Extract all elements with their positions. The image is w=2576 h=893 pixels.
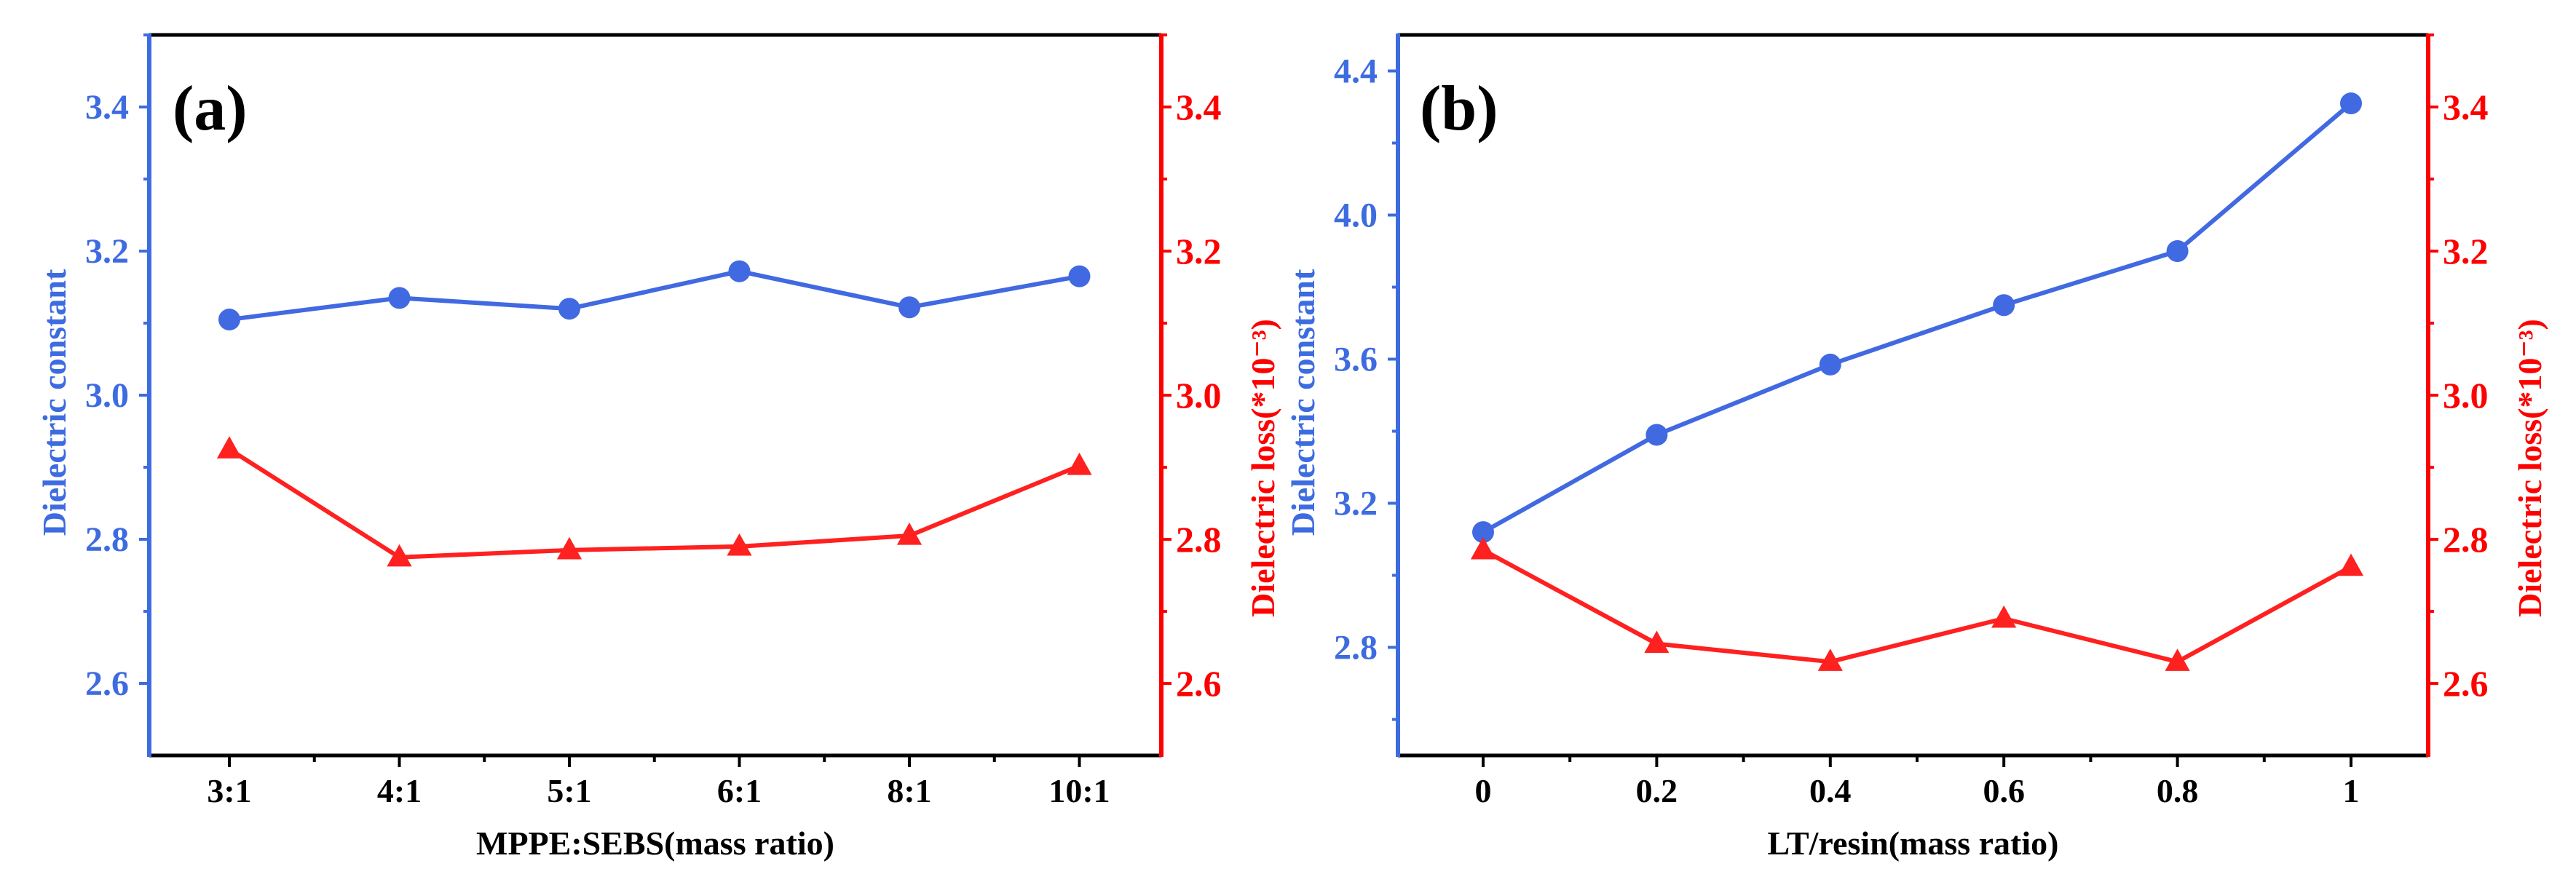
data-point-dielectric-constant: [2340, 92, 2362, 115]
data-point-dielectric-constant: [558, 298, 580, 320]
x-tick-label: 10:1: [1048, 772, 1110, 809]
left-y-tick-label: 4.4: [1334, 52, 1378, 91]
data-point-dielectric-loss: [727, 533, 752, 556]
right-y-axis-title: Dielectric loss(*10⁻³): [2511, 319, 2548, 617]
right-y-tick-label: 3.2: [1176, 231, 1222, 271]
left-y-tick-label: 3.0: [85, 376, 129, 415]
left-y-axis-title: Dielectric constant: [1284, 269, 1321, 536]
series-line-dielectric-constant: [229, 269, 1080, 322]
series-line-dielectric-constant: [1482, 101, 2352, 534]
right-y-tick-label: 2.8: [1176, 519, 1222, 560]
right-y-tick-label: 3.4: [2443, 87, 2489, 127]
left-y-tick-label: 2.8: [85, 520, 129, 559]
x-tick-label: 0.6: [1983, 772, 2025, 809]
data-point-dielectric-constant: [1472, 521, 1494, 544]
x-tick-label: 1: [2343, 772, 2360, 809]
x-tick-label: 0: [1475, 772, 1492, 809]
data-point-dielectric-loss: [556, 536, 582, 560]
data-point-dielectric-constant: [1068, 265, 1091, 287]
x-tick-label: 4:1: [377, 772, 422, 809]
left-y-tick-label: 3.2: [1334, 485, 1378, 523]
left-y-tick-label: 3.2: [85, 232, 129, 271]
data-point-dielectric-constant: [1993, 294, 2015, 317]
left-y-tick-label: 4.0: [1334, 197, 1378, 235]
left-y-tick-label: 2.8: [1334, 629, 1378, 667]
data-point-dielectric-loss: [1644, 630, 1670, 654]
right-y-tick-label: 3.0: [2443, 375, 2489, 416]
chart-panel-2: 0 0.2 0.4 0.6 0.8 1 2.8 3.2 3.6 4.0 4.4 2.6 2.8 3.0 3.…: [1284, 33, 2548, 862]
panel-label: (a): [173, 74, 248, 144]
data-point-dielectric-constant: [388, 287, 411, 309]
panel-label: (b): [1420, 74, 1498, 144]
x-axis-title: LT/resin(mass ratio): [1768, 825, 2059, 862]
data-point-dielectric-constant: [1819, 353, 1841, 376]
data-point-dielectric-loss: [1817, 648, 1843, 671]
series-line-dielectric-loss: [228, 447, 1080, 560]
x-tick-label: 0.2: [1636, 772, 1678, 809]
data-point-dielectric-loss: [2338, 553, 2364, 576]
left-y-axis-title: Dielectric constant: [36, 269, 73, 536]
data-point-dielectric-constant: [898, 296, 920, 319]
x-tick-label: 0.8: [2157, 772, 2199, 809]
right-y-tick-label: 3.4: [1176, 87, 1222, 127]
data-point-dielectric-loss: [1470, 536, 1496, 560]
right-y-tick-label: 3.0: [1176, 375, 1222, 416]
x-axis-title: MPPE:SEBS(mass ratio): [476, 825, 834, 862]
x-tick-label: 0.4: [1809, 772, 1852, 809]
data-point-dielectric-constant: [218, 309, 240, 331]
data-point-dielectric-loss: [387, 544, 412, 567]
left-y-tick-label: 3.6: [1334, 341, 1378, 379]
chart-panel-1: 3:1 4:1 5:1 6:1 8:1 10:1 2.6 2.8 3.0 3.2 3.4 2.6 2.8…: [36, 33, 1281, 862]
data-point-dielectric-loss: [1067, 453, 1092, 475]
left-y-tick-label: 2.6: [85, 664, 129, 703]
x-tick-label: 5:1: [547, 772, 591, 809]
x-tick-label: 8:1: [887, 772, 931, 809]
right-y-tick-label: 2.6: [1176, 663, 1222, 704]
series-line-dielectric-loss: [1482, 548, 2352, 664]
data-point-dielectric-loss: [216, 436, 242, 459]
data-point-dielectric-loss: [2165, 648, 2190, 671]
x-tick-label: 3:1: [207, 772, 251, 809]
right-y-tick-label: 2.8: [2443, 519, 2489, 560]
right-y-axis-title: Dielectric loss(*10⁻³): [1244, 319, 1281, 617]
x-tick-label: 6:1: [717, 772, 762, 809]
right-y-tick-label: 2.6: [2443, 663, 2489, 704]
data-point-dielectric-constant: [2166, 240, 2189, 262]
data-point-dielectric-loss: [1991, 605, 2017, 628]
data-point-dielectric-loss: [896, 523, 922, 545]
right-y-tick-label: 3.2: [2443, 231, 2489, 271]
data-point-dielectric-constant: [1645, 424, 1668, 446]
data-point-dielectric-constant: [728, 260, 751, 282]
left-y-tick-label: 3.4: [85, 88, 129, 127]
